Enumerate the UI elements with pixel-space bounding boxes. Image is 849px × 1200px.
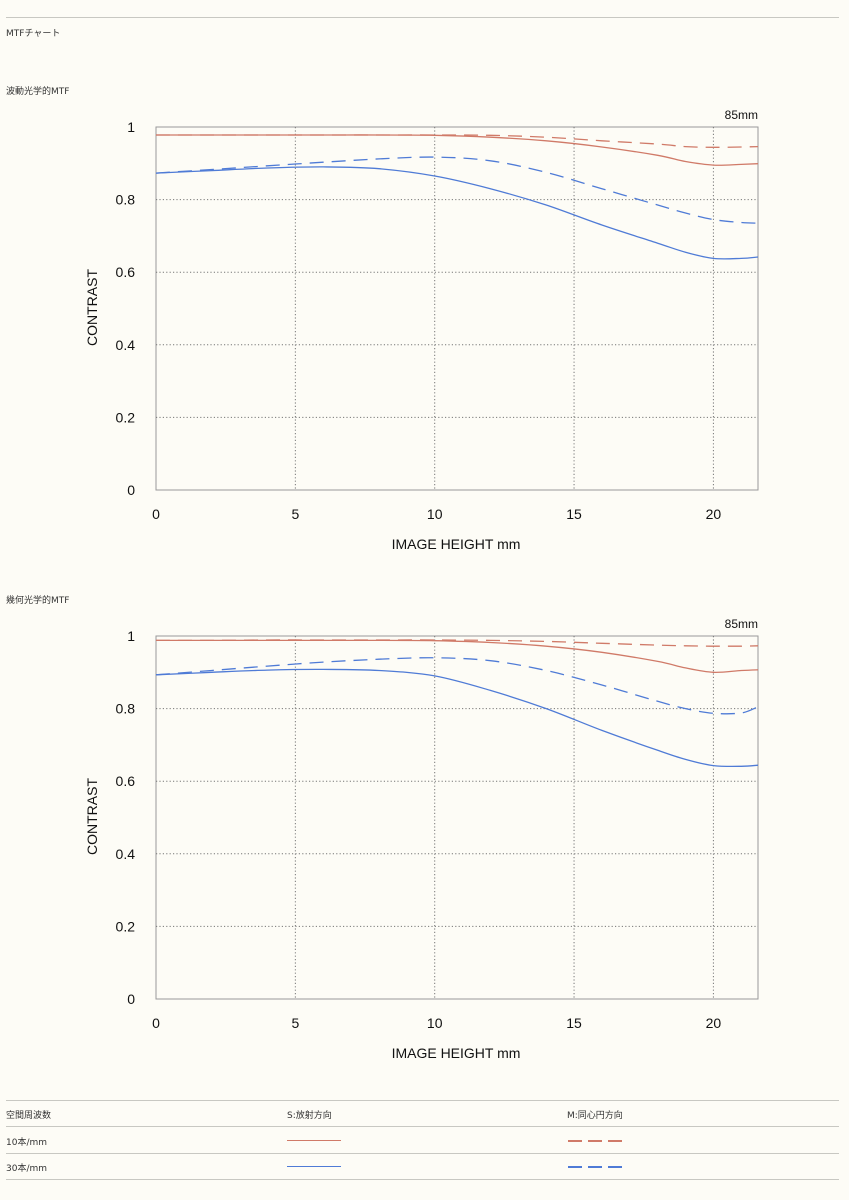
plot-frame (155, 126, 759, 491)
y-tick-label: 1 (127, 628, 135, 644)
x-axis-label: IMAGE HEIGHT mm (392, 536, 521, 552)
legend-header-sagittal: S:放射方向 (287, 1111, 332, 1121)
y-tick-label: 0.4 (116, 337, 136, 353)
lens-focal-length-label: 85mm (725, 617, 758, 631)
series-line-s30 (155, 668, 759, 768)
chart-2-title: 幾何光学的MTF (6, 596, 70, 606)
y-tick-label: 0.6 (116, 773, 136, 789)
series-line-s30 (155, 166, 759, 260)
x-tick-label: 10 (427, 1015, 443, 1031)
legend-row-30-label: 30本/mm (6, 1164, 48, 1174)
x-tick-label: 0 (152, 1015, 160, 1031)
legend-sagittal-10-line (287, 1140, 341, 1141)
x-tick-label: 10 (427, 506, 443, 522)
legend-meridional-30-line (568, 1166, 622, 1168)
y-tick-label: 0.4 (116, 846, 136, 862)
x-axis-label: IMAGE HEIGHT mm (392, 1045, 521, 1061)
x-tick-label: 15 (566, 1015, 582, 1031)
x-tick-label: 5 (291, 1015, 299, 1031)
y-tick-label: 0.8 (116, 192, 136, 208)
y-tick-label: 0.6 (116, 264, 136, 280)
top-divider (6, 17, 839, 18)
chart-1-title: 波動光学的MTF (6, 87, 70, 97)
plot-frame (155, 635, 759, 1000)
series-line-m10 (155, 639, 759, 647)
y-tick-label: 0 (127, 482, 135, 498)
x-tick-label: 15 (566, 506, 582, 522)
y-tick-label: 0.2 (116, 409, 136, 425)
page-title: MTFチャート (6, 29, 61, 39)
legend-divider-2 (6, 1153, 839, 1154)
y-tick-label: 0.8 (116, 701, 136, 717)
legend-row-10-label: 10本/mm (6, 1138, 48, 1148)
legend-header-meridional: M:同心円方向 (567, 1111, 623, 1121)
legend-divider-1 (6, 1126, 839, 1127)
y-axis-label: CONTRAST (84, 269, 100, 346)
y-axis-label: CONTRAST (84, 778, 100, 855)
series-line-m10 (156, 134, 759, 148)
legend-header-frequency: 空間周波数 (6, 1111, 52, 1121)
legend-bottom-divider (6, 1179, 839, 1180)
lens-focal-length-label: 85mm (725, 108, 758, 122)
legend-meridional-10-line (568, 1140, 622, 1142)
x-tick-label: 5 (291, 506, 299, 522)
y-tick-label: 0.2 (116, 918, 136, 934)
x-tick-label: 0 (152, 506, 160, 522)
series-line-m30 (155, 657, 759, 715)
x-tick-label: 20 (706, 506, 722, 522)
y-tick-label: 1 (127, 119, 135, 135)
legend-sagittal-30-line (287, 1166, 341, 1167)
y-tick-label: 0 (127, 991, 135, 1007)
x-tick-label: 20 (706, 1015, 722, 1031)
series-line-m30 (155, 156, 759, 224)
series-line-s10 (156, 134, 759, 166)
legend-top-divider (6, 1100, 839, 1101)
